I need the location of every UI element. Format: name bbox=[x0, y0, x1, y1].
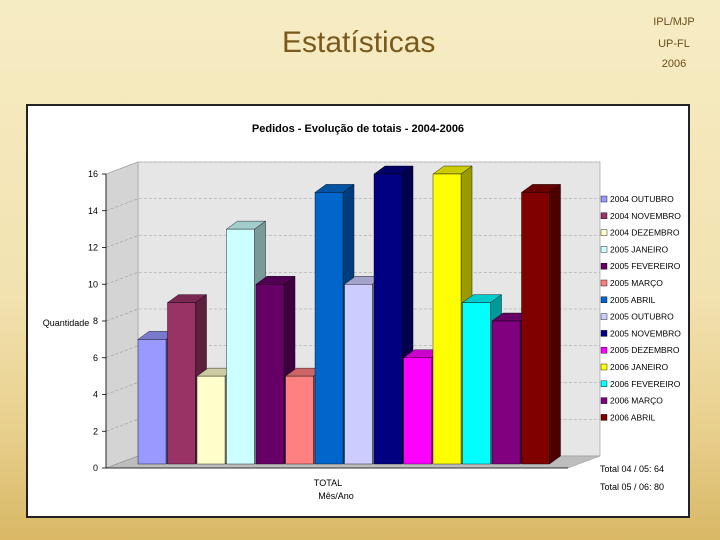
legend-label: 2006 JANEIRO bbox=[610, 362, 668, 372]
total-annotation-04-05: Total 04 / 05: 64 bbox=[600, 464, 664, 474]
bar-front bbox=[491, 320, 521, 465]
y-axis-label: Quantidade bbox=[43, 318, 90, 328]
legend-label: 2005 DEZEMBRO bbox=[610, 345, 680, 355]
legend-label: 2005 NOVEMBRO bbox=[610, 328, 681, 338]
chart-axes: 0 2 4 6 8 10 12 14 16 bbox=[88, 169, 568, 473]
legend-swatch bbox=[600, 246, 608, 253]
y-tick-label: 10 bbox=[88, 279, 98, 289]
y-tick-label: 12 bbox=[88, 243, 98, 253]
bar-front bbox=[167, 302, 196, 465]
gridline bbox=[105, 161, 600, 175]
legend-swatch bbox=[600, 229, 608, 236]
x-tick-label: TOTAL bbox=[314, 478, 342, 488]
bar-front bbox=[521, 192, 550, 465]
legend-swatch bbox=[600, 279, 608, 287]
legend-item: 2005 OUTUBRO bbox=[600, 312, 674, 322]
bar-front bbox=[344, 284, 373, 465]
bar-2006-abril bbox=[520, 183, 562, 465]
bar-front bbox=[462, 302, 491, 465]
legend-swatch bbox=[600, 397, 608, 404]
legend-item: 2005 MARÇO bbox=[600, 278, 663, 288]
legend-item: 2005 JANEIRO bbox=[600, 244, 668, 254]
y-tick-label: 14 bbox=[88, 206, 98, 216]
legend-swatch bbox=[600, 363, 608, 371]
chart-bars bbox=[137, 165, 562, 465]
legend-item: 2006 JANEIRO bbox=[600, 362, 668, 372]
bar-2006-fevereiro bbox=[461, 294, 503, 465]
legend-swatch bbox=[600, 262, 608, 270]
slide-title: Estatísticas bbox=[282, 26, 436, 59]
legend-item: 2005 FEVEREIRO bbox=[600, 261, 681, 271]
bar-front bbox=[285, 375, 314, 465]
legend-item: 2004 DEZEMBRO bbox=[600, 228, 680, 238]
bar-front bbox=[373, 173, 403, 465]
legend-label: 2004 OUTUBRO bbox=[610, 194, 674, 204]
legend-item: 2005 NOVEMBRO bbox=[600, 328, 681, 338]
legend-label: 2004 NOVEMBRO bbox=[610, 211, 681, 221]
chart-legend: 2004 OUTUBRO 2004 NOVEMBRO 2004 DEZEMBRO 20… bbox=[600, 194, 681, 422]
bar-side bbox=[549, 183, 561, 465]
legend-item: 2006 FEVEREIRO bbox=[600, 379, 681, 389]
legend-swatch bbox=[600, 313, 608, 320]
bar-front bbox=[432, 173, 462, 465]
legend-swatch bbox=[600, 195, 608, 203]
legend-label: 2006 ABRIL bbox=[610, 412, 656, 422]
legend-label: 2005 MARÇO bbox=[610, 278, 663, 288]
legend-label: 2005 JANEIRO bbox=[610, 244, 668, 254]
legend-swatch bbox=[600, 380, 608, 387]
corner-line-unit: UP-FL bbox=[658, 38, 690, 50]
bar-front bbox=[255, 284, 285, 465]
y-tick-label: 0 bbox=[93, 463, 98, 473]
chart-title: Pedidos - Evolução de totais - 2004-2006 bbox=[252, 123, 464, 135]
bar-front bbox=[196, 375, 226, 465]
bar-front bbox=[226, 228, 255, 465]
legend-item: 2005 DEZEMBRO bbox=[600, 345, 680, 355]
legend-swatch bbox=[600, 346, 608, 354]
legend-label: 2005 OUTUBRO bbox=[610, 312, 674, 322]
legend-label: 2005 ABRIL bbox=[610, 295, 656, 305]
corner-line-institution: IPL/MJP bbox=[653, 16, 695, 28]
y-tick-label: 2 bbox=[93, 426, 98, 436]
chart-frame: 0 2 4 6 8 10 12 14 16 2004 OUTUBRO 2004 NOVEMBRO 2… bbox=[26, 104, 690, 518]
legend-label: 2004 DEZEMBRO bbox=[610, 228, 680, 238]
legend-swatch bbox=[600, 414, 608, 421]
x-axis-label: Mês/Ano bbox=[318, 491, 354, 501]
legend-item: 2004 OUTUBRO bbox=[600, 194, 674, 204]
y-tick-label: 8 bbox=[93, 316, 98, 326]
legend-item: 2004 NOVEMBRO bbox=[600, 211, 681, 221]
legend-item: 2006 ABRIL bbox=[600, 412, 656, 422]
legend-label: 2005 FEVEREIRO bbox=[610, 261, 681, 271]
total-annotation-05-06: Total 05 / 06: 80 bbox=[600, 482, 664, 492]
legend-label: 2006 MARÇO bbox=[610, 396, 663, 406]
y-tick-label: 6 bbox=[93, 353, 98, 363]
legend-swatch bbox=[600, 330, 608, 337]
bar-front bbox=[137, 339, 167, 465]
legend-label: 2006 FEVEREIRO bbox=[610, 379, 681, 389]
y-tick-label: 4 bbox=[93, 390, 98, 400]
legend-swatch bbox=[600, 296, 608, 304]
bar-front bbox=[403, 357, 432, 465]
legend-item: 2005 ABRIL bbox=[600, 295, 656, 305]
y-tick-label: 16 bbox=[88, 169, 98, 179]
corner-line-year: 2006 bbox=[661, 58, 687, 70]
legend-item: 2006 MARÇO bbox=[600, 396, 663, 406]
bar-front bbox=[314, 192, 344, 465]
legend-swatch bbox=[600, 212, 608, 220]
